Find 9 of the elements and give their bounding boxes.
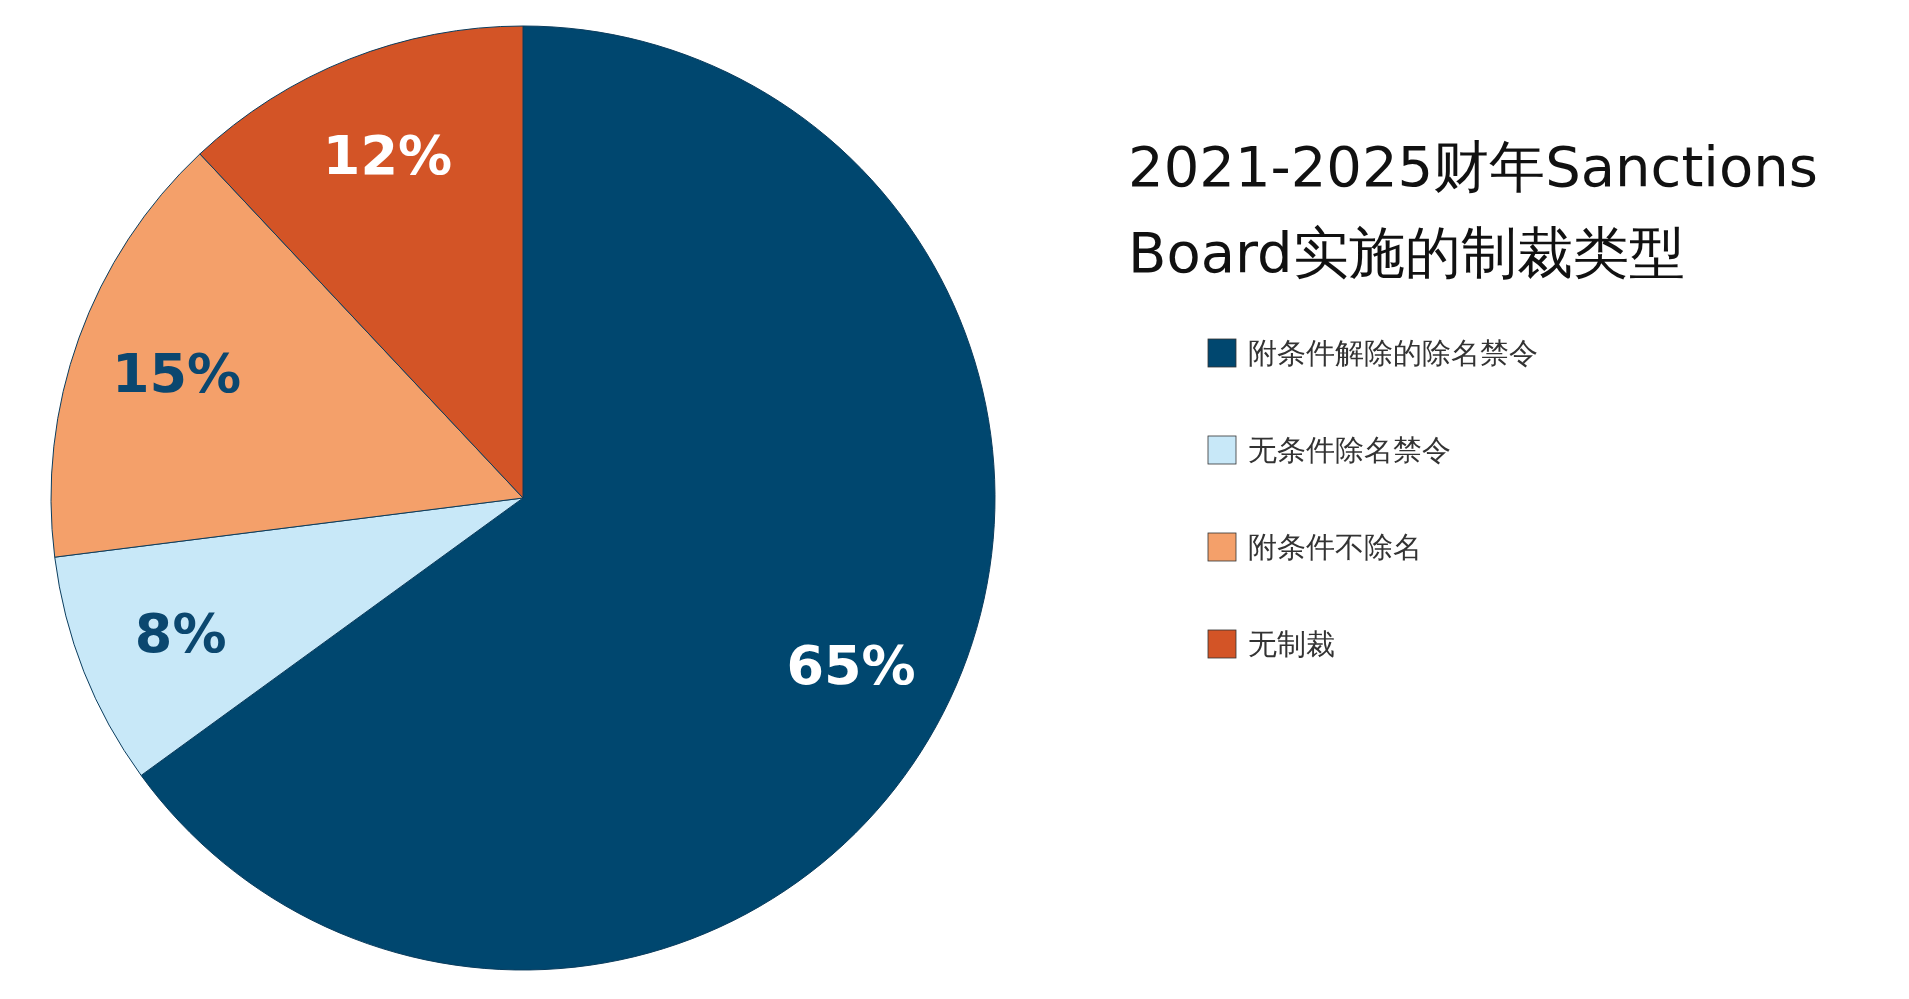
data-label: 65% [786, 633, 916, 697]
data-label: 8% [134, 602, 227, 666]
legend-label: 无制裁 [1248, 627, 1335, 661]
legend-label: 附条件解除的除名禁令 [1248, 336, 1538, 370]
legend-label: 无条件除名禁令 [1248, 433, 1451, 467]
data-label: 12% [322, 124, 453, 188]
data-label: 15% [111, 341, 242, 405]
text: 2021-2025财年Sanctions Board实施的制裁类型 [1128, 133, 1818, 285]
legend-label: 附条件不除名 [1248, 530, 1422, 564]
